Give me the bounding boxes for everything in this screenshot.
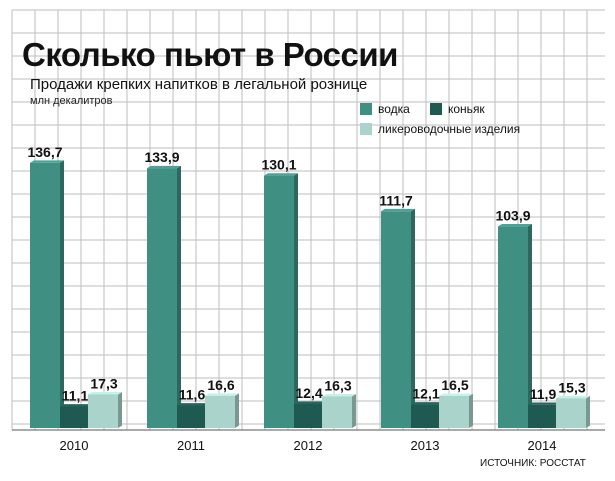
y-unit-label: млн декалитров bbox=[30, 95, 113, 107]
legend-swatch-cognac bbox=[430, 103, 442, 115]
bar-vodka-2011 bbox=[147, 165, 181, 429]
bar-front-face bbox=[88, 394, 118, 428]
value-label-cognac-2010: 11,1 bbox=[62, 387, 89, 403]
x-tick-2011: 2011 bbox=[177, 438, 205, 453]
bar-top-face bbox=[322, 393, 356, 397]
chart-title: Сколько пьют в России bbox=[22, 36, 398, 73]
bar-front-face bbox=[498, 226, 528, 428]
legend-label-vodka: водка bbox=[378, 102, 410, 116]
bar-side-face bbox=[352, 393, 356, 428]
value-label-cognac-2012: 12,4 bbox=[295, 385, 322, 401]
x-tick-2014: 2014 bbox=[528, 438, 557, 453]
bar-liqueur-2014 bbox=[556, 395, 590, 428]
bar-front-face bbox=[60, 406, 88, 428]
legend-swatch-liqueur bbox=[360, 123, 372, 135]
value-label-vodka-2013: 111,7 bbox=[379, 192, 413, 208]
bar-top-face bbox=[498, 224, 532, 227]
bar-cognac-2013 bbox=[411, 402, 443, 428]
bar-top-face bbox=[381, 208, 415, 212]
bar-top-face bbox=[556, 395, 590, 399]
bar-top-face bbox=[439, 393, 473, 396]
x-tick-2013: 2013 bbox=[411, 438, 440, 453]
bar-liqueur-2012 bbox=[322, 393, 356, 428]
source-note: ИСТОЧНИК: РОССТАТ bbox=[480, 458, 586, 469]
bar-side-face bbox=[118, 392, 122, 428]
bar-cognac-2014 bbox=[528, 402, 560, 428]
value-label-liqueur-2014: 15,3 bbox=[558, 379, 585, 395]
legend-label-cognac: коньяк bbox=[448, 102, 485, 116]
bar-front-face bbox=[528, 404, 556, 428]
bar-top-face bbox=[528, 402, 560, 405]
bar-top-face bbox=[177, 403, 209, 406]
value-label-cognac-2013: 12,1 bbox=[412, 386, 439, 402]
bars bbox=[30, 160, 590, 429]
bar-cognac-2011 bbox=[177, 403, 209, 428]
bar-top-face bbox=[411, 402, 443, 405]
value-label-vodka-2014: 103,9 bbox=[495, 207, 530, 223]
bar-top-face bbox=[30, 160, 64, 163]
bar-side-face bbox=[528, 224, 532, 428]
bar-front-face bbox=[381, 211, 411, 428]
bar-front-face bbox=[177, 405, 205, 428]
legend-label-liqueur: ликероводочные изделия bbox=[378, 122, 520, 136]
bar-top-face bbox=[147, 165, 181, 169]
bar-front-face bbox=[322, 396, 352, 428]
bar-front-face bbox=[439, 395, 469, 428]
bar-cognac-2010 bbox=[60, 404, 92, 428]
value-label-liqueur-2011: 16,6 bbox=[207, 377, 234, 393]
bar-side-face bbox=[60, 160, 64, 429]
value-label-vodka-2010: 136,7 bbox=[27, 144, 62, 160]
x-tick-2012: 2012 bbox=[294, 438, 323, 453]
bar-front-face bbox=[411, 404, 439, 428]
bar-side-face bbox=[411, 208, 415, 428]
bar-vodka-2010 bbox=[30, 160, 64, 429]
x-tick-2010: 2010 bbox=[60, 438, 89, 453]
bar-liqueur-2013 bbox=[439, 393, 473, 428]
legend-swatch-vodka bbox=[360, 103, 372, 115]
value-label-cognac-2011: 11,6 bbox=[179, 386, 206, 402]
value-label-liqueur-2013: 16,5 bbox=[441, 377, 468, 393]
bar-front-face bbox=[147, 168, 177, 428]
x-axis-ticks: 2010 2011 2012 2013 2014 bbox=[60, 438, 557, 453]
chart-subtitle: Продажи крепких напитков в легальной роз… bbox=[30, 76, 367, 93]
bar-front-face bbox=[556, 398, 586, 428]
bar-front-face bbox=[30, 162, 60, 428]
value-label-liqueur-2010: 17,3 bbox=[90, 375, 117, 391]
bar-cognac-2012 bbox=[294, 401, 326, 428]
bar-top-face bbox=[264, 173, 298, 176]
value-label-cognac-2014: 11,9 bbox=[530, 386, 557, 402]
bar-top-face bbox=[294, 401, 326, 404]
value-label-liqueur-2012: 16,3 bbox=[324, 377, 351, 393]
bar-side-face bbox=[469, 393, 473, 428]
bar-vodka-2012 bbox=[264, 173, 298, 428]
legend: водка коньяк ликероводочные изделия bbox=[360, 102, 520, 136]
bar-front-face bbox=[264, 175, 294, 428]
bar-side-face bbox=[235, 393, 239, 428]
value-label-vodka-2012: 130,1 bbox=[261, 157, 296, 173]
bar-top-face bbox=[205, 393, 239, 396]
bar-liqueur-2010 bbox=[88, 392, 122, 428]
bar-side-face bbox=[294, 173, 298, 428]
bar-front-face bbox=[294, 403, 322, 428]
value-labels: 136,7 11,117,3 133,9 11,616,6 130,1 12,4 16,3 1… bbox=[27, 144, 585, 404]
value-label-vodka-2011: 133,9 bbox=[144, 149, 179, 165]
bar-vodka-2013 bbox=[381, 208, 415, 428]
bar-vodka-2014 bbox=[498, 224, 532, 428]
bar-top-face bbox=[60, 404, 92, 407]
bar-side-face bbox=[177, 165, 181, 429]
bar-front-face bbox=[205, 395, 235, 428]
bar-top-face bbox=[88, 392, 122, 395]
bar-liqueur-2011 bbox=[205, 393, 239, 428]
bar-side-face bbox=[586, 395, 590, 428]
